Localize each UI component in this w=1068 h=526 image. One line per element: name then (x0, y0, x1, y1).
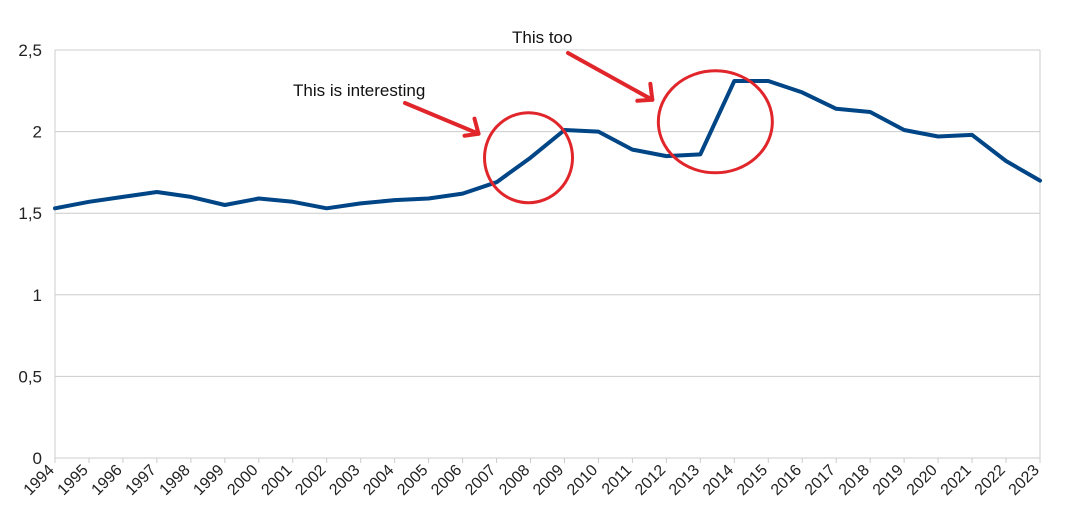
x-tick-label: 2000 (224, 462, 261, 499)
y-tick-label: 0,5 (18, 367, 42, 386)
annotations-layer: This is interesting This too (293, 28, 774, 205)
x-tick-label: 2020 (904, 462, 941, 499)
x-tick-label: 2003 (326, 462, 363, 499)
y-tick-label: 1,5 (18, 204, 42, 223)
x-tick-label: 1997 (123, 462, 160, 499)
x-tick-label: 2023 (1006, 462, 1043, 499)
x-tick-label: 2009 (530, 462, 567, 499)
y-tick-label: 2,5 (18, 41, 42, 60)
y-tick-label: 1 (33, 286, 42, 305)
x-tick-label: 2015 (734, 462, 771, 499)
annotation-arrow (566, 51, 655, 102)
x-tick-label: 1994 (21, 462, 58, 499)
x-tick-label: 2002 (292, 462, 329, 499)
y-axis-tick-labels: 0 0,5 1 1,5 2 2,5 (18, 41, 42, 468)
x-tick-label: 2010 (564, 462, 601, 499)
x-tick-label: 1995 (55, 462, 92, 499)
annotation-this-too: This too (512, 28, 572, 47)
x-tick-label: 2017 (802, 462, 839, 499)
annotation-arrow (403, 101, 481, 136)
x-tick-label: 2011 (599, 462, 635, 498)
x-tick-label: 2005 (394, 462, 431, 499)
x-tick-label: 2022 (972, 462, 1009, 499)
x-tick-label: 2001 (258, 462, 295, 499)
x-tick-label: 2006 (428, 462, 465, 499)
annotation-this-is-interesting: This is interesting (293, 81, 425, 100)
x-axis-tick-labels: 1994199519961997199819992000200120022003… (21, 462, 1043, 499)
annotation-arrowhead (462, 116, 481, 138)
x-tick-label: 1998 (157, 462, 194, 499)
y-tick-label: 2 (33, 123, 42, 142)
x-tick-label: 2021 (938, 462, 975, 499)
x-tick-label: 2016 (768, 462, 805, 499)
annotation-arrowhead (635, 81, 655, 103)
x-tick-label: 2018 (836, 462, 873, 499)
x-tick-label: 2013 (666, 462, 703, 499)
x-tick-label: 2019 (870, 462, 907, 499)
gridlines (54, 49, 1041, 463)
x-tick-label: 1999 (190, 462, 227, 499)
series-line (53, 79, 1042, 211)
x-tick-label: 2012 (632, 462, 669, 499)
annotation-circle (656, 69, 774, 175)
x-tick-label: 2004 (360, 462, 397, 499)
x-tick-label: 2007 (462, 462, 499, 499)
series-layer (53, 79, 1042, 211)
y-tick-label: 0 (33, 449, 42, 468)
x-tick-label: 2008 (496, 462, 533, 499)
annotation-circle (483, 111, 575, 205)
x-tick-label: 1996 (89, 462, 126, 499)
x-tick-label: 2014 (700, 462, 737, 499)
